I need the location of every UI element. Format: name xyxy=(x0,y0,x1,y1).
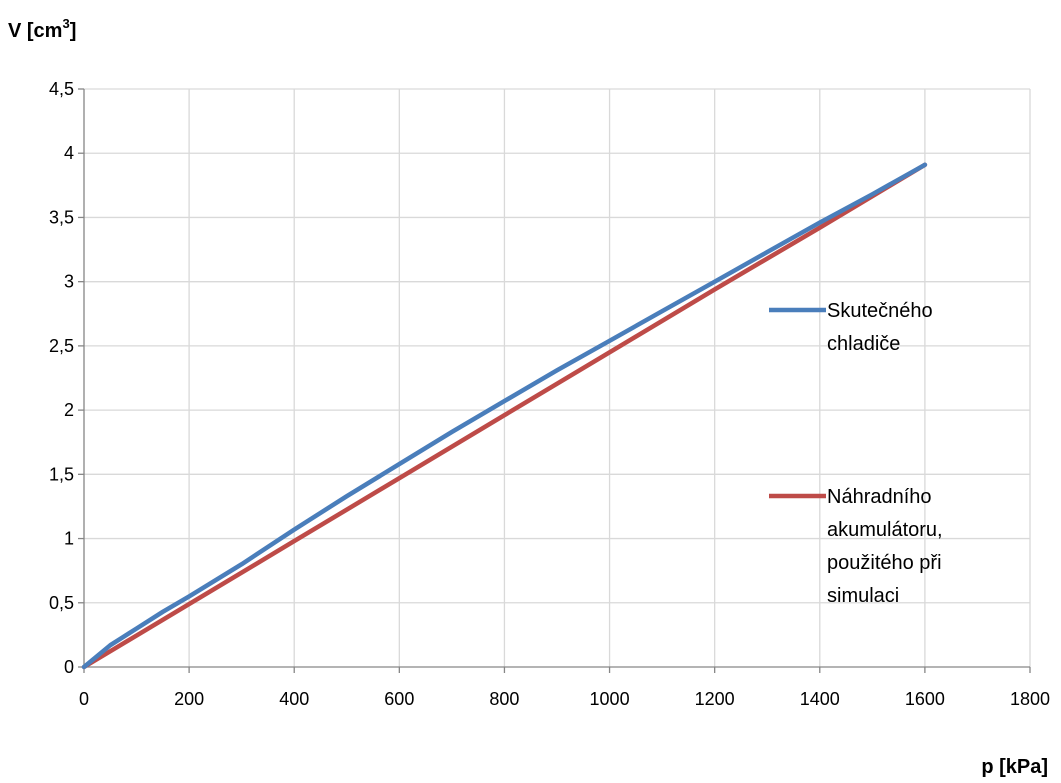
y-tick-label: 1,5 xyxy=(49,464,74,484)
y-tick-label: 3,5 xyxy=(49,207,74,227)
x-tick-label: 1200 xyxy=(695,689,735,709)
x-tick-label: 800 xyxy=(489,689,519,709)
x-tick-label: 1400 xyxy=(800,689,840,709)
y-tick-label: 2,5 xyxy=(49,336,74,356)
x-tick-label: 400 xyxy=(279,689,309,709)
y-axis-title: V [cm3] xyxy=(8,16,76,42)
grid xyxy=(84,88,1031,667)
y-tick-label: 2 xyxy=(64,400,74,420)
legend-label-2: Náhradního akumulátoru, použitého při simul… xyxy=(827,486,943,607)
x-tick-label: 1800 xyxy=(1010,689,1050,709)
series-line-1 xyxy=(81,162,928,670)
y-tick-label: 4 xyxy=(64,143,74,163)
y-tick-label: 3 xyxy=(64,272,74,292)
y-tick-label: 0 xyxy=(64,657,74,677)
x-tick-label: 600 xyxy=(384,689,414,709)
y-tick-label: 0,5 xyxy=(49,593,74,613)
legend-label-1: Skutečného chladiče xyxy=(827,300,933,355)
axes xyxy=(78,88,1031,673)
series-lines xyxy=(81,162,928,670)
series-line-2 xyxy=(81,162,928,670)
x-axis-title: p [kPa] xyxy=(981,756,1048,778)
legend: Skutečného chladiče Náhradního akumulátoru,… xyxy=(769,300,943,607)
x-tick-label: 1000 xyxy=(590,689,630,709)
y-tick-labels: 0 0,5 1 1,5 2 2,5 3 3,5 4 4,5 xyxy=(49,79,74,677)
y-axis-title-superscript: 3 xyxy=(62,16,69,31)
y-tick-label: 1 xyxy=(64,529,74,549)
x-tick-label: 1600 xyxy=(905,689,945,709)
x-tick-labels: 0 200 400 600 800 1000 1200 1400 1600 1800 xyxy=(79,689,1050,709)
x-tick-label: 0 xyxy=(79,689,89,709)
x-tick-label: 200 xyxy=(174,689,204,709)
y-tick-label: 4,5 xyxy=(49,79,74,99)
